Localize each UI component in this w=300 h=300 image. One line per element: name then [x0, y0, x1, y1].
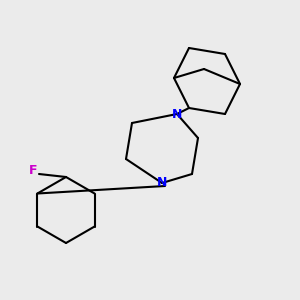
- Text: F: F: [29, 164, 37, 178]
- Text: N: N: [157, 176, 167, 190]
- Text: N: N: [172, 107, 182, 121]
